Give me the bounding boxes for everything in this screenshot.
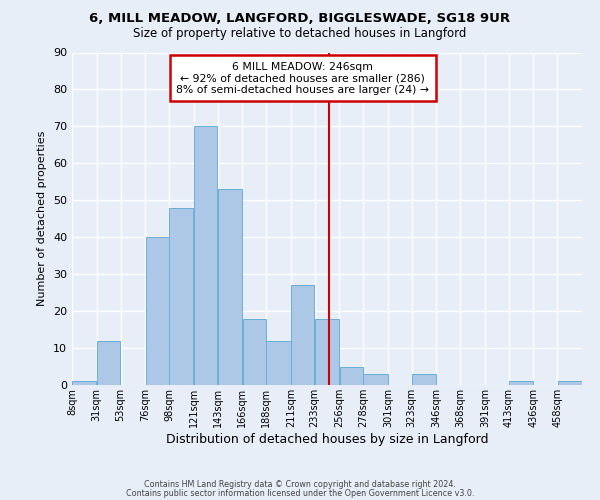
Bar	[340, 366, 363, 385]
X-axis label: Distribution of detached houses by size in Langford: Distribution of detached houses by size …	[166, 432, 488, 446]
Y-axis label: Number of detached properties: Number of detached properties	[37, 131, 47, 306]
Bar	[97, 340, 120, 385]
Bar	[509, 382, 533, 385]
Text: Contains HM Land Registry data © Crown copyright and database right 2024.: Contains HM Land Registry data © Crown c…	[144, 480, 456, 489]
Bar	[218, 189, 242, 385]
Bar	[412, 374, 436, 385]
Bar	[243, 318, 266, 385]
Bar	[73, 382, 97, 385]
Bar	[291, 285, 314, 385]
Bar	[557, 382, 581, 385]
Bar	[194, 126, 217, 385]
Text: 6 MILL MEADOW: 246sqm
← 92% of detached houses are smaller (286)
8% of semi-deta: 6 MILL MEADOW: 246sqm ← 92% of detached …	[176, 62, 429, 95]
Bar	[169, 208, 193, 385]
Text: 6, MILL MEADOW, LANGFORD, BIGGLESWADE, SG18 9UR: 6, MILL MEADOW, LANGFORD, BIGGLESWADE, S…	[89, 12, 511, 26]
Bar	[315, 318, 339, 385]
Bar	[266, 340, 290, 385]
Text: Contains public sector information licensed under the Open Government Licence v3: Contains public sector information licen…	[126, 488, 474, 498]
Bar	[364, 374, 388, 385]
Text: Size of property relative to detached houses in Langford: Size of property relative to detached ho…	[133, 28, 467, 40]
Bar	[146, 237, 169, 385]
